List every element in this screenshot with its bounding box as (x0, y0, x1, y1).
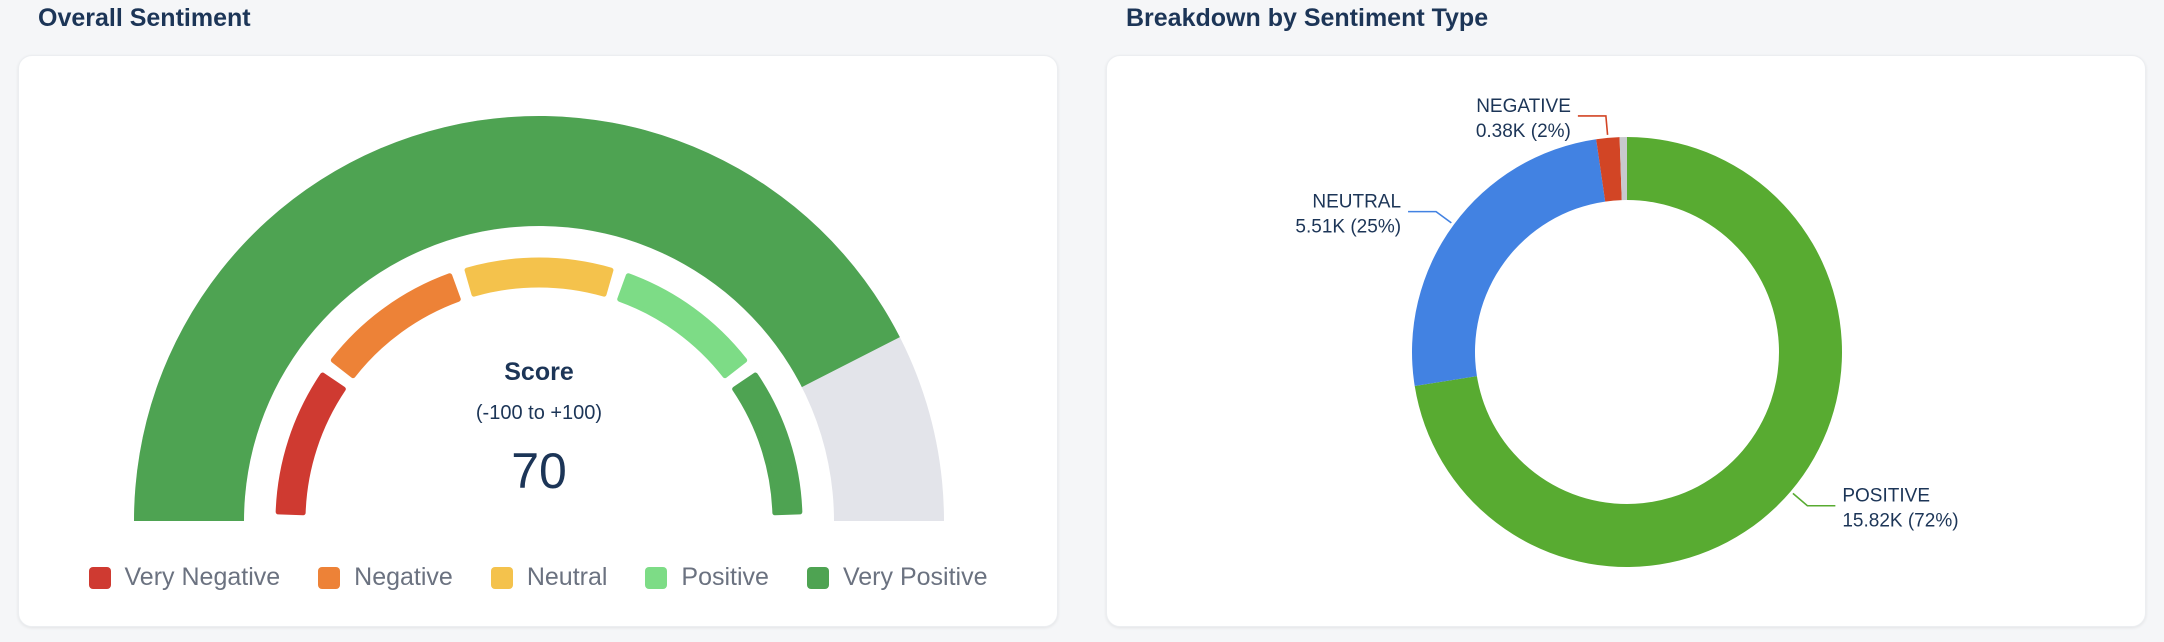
legend-item-positive[interactable]: Positive (645, 563, 769, 592)
legend-label: Very Negative (124, 563, 281, 591)
legend-item-negative[interactable]: Negative (318, 563, 453, 592)
gauge-value-arc (134, 115, 900, 521)
legend-swatch (88, 566, 111, 589)
gauge-band-positive (617, 273, 748, 379)
donut-label-value: 5.51K (25%) (1295, 217, 1401, 238)
donut-label-name: NEGATIVE (1476, 96, 1571, 117)
donut-chart: POSITIVE 15.82K (72%) NEUTRAL 5.51K (25%) NE… (1295, 96, 1959, 567)
donut-slice-other[interactable] (1619, 137, 1627, 201)
legend-item-neutral[interactable]: Neutral (490, 563, 608, 592)
sentiment-breakdown-card: POSITIVE 15.82K (72%) NEUTRAL 5.51K (25%) NE… (1106, 55, 2146, 627)
gauge-band-negative (330, 273, 461, 379)
donut-label-value: 15.82K (72%) (1842, 511, 1958, 532)
donut-slice-neutral[interactable] (1412, 139, 1606, 387)
gauge-legend: Very Negative Negative Neutral Positive … (19, 563, 1057, 592)
gauge-band-very-positive (732, 372, 803, 516)
gauge-band-neutral (464, 257, 614, 297)
legend-swatch (318, 566, 341, 589)
gauge-score-label: Score (504, 358, 574, 386)
gauge-section-title: Overall Sentiment (38, 4, 251, 32)
legend-label: Neutral (526, 563, 608, 591)
donut-slice-negative[interactable] (1596, 137, 1622, 202)
gauge-value: 70 (511, 443, 567, 499)
legend-item-very-positive[interactable]: Very Positive (806, 563, 988, 592)
donut-leader-line (1577, 115, 1609, 135)
legend-label: Very Positive (842, 563, 988, 591)
gauge-chart: Score (-100 to +100) 70 (134, 115, 944, 521)
donut-label-name: POSITIVE (1842, 486, 1930, 507)
legend-item-very-negative[interactable]: Very Negative (88, 563, 281, 592)
donut-section-title: Breakdown by Sentiment Type (1126, 4, 1489, 32)
gauge-range-label: (-100 to +100) (476, 402, 602, 424)
legend-label: Positive (681, 563, 769, 591)
overall-sentiment-card: Score (-100 to +100) 70 Very Negative Ne… (18, 55, 1058, 627)
donut-leader-line (1792, 492, 1836, 507)
gauge-band-very-negative (275, 372, 346, 516)
donut-leader-line (1408, 210, 1452, 224)
donut-slice-positive[interactable] (1414, 137, 1842, 567)
legend-swatch (490, 566, 513, 589)
donut-label-value: 0.38K (2%) (1476, 121, 1571, 142)
legend-label: Negative (354, 563, 453, 591)
legend-swatch (806, 566, 829, 589)
donut-label-name: NEUTRAL (1312, 192, 1401, 213)
legend-swatch (645, 566, 668, 589)
